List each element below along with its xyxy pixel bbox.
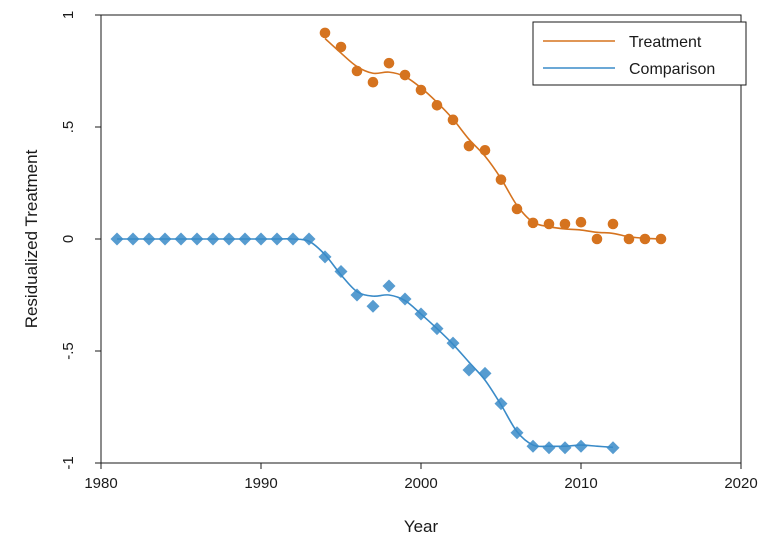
legend-box [532, 21, 747, 86]
comparison-point-2012 [606, 441, 620, 455]
x-tick-label-2020: 2020 [724, 475, 757, 492]
treatment-point-2000 [415, 84, 427, 96]
treatment-point-2008 [543, 218, 555, 230]
x-axis-label: Year [404, 517, 439, 536]
comparison-point-1983 [142, 232, 156, 246]
treatment-point-1995 [335, 41, 347, 53]
x-tick-label-1990: 1990 [244, 475, 277, 492]
treatment-point-1994 [319, 27, 331, 39]
comparison-point-1986 [190, 232, 204, 246]
comparison-point-1985 [174, 232, 188, 246]
treatment-point-2002 [447, 114, 459, 126]
treatment-point-1997 [367, 76, 379, 88]
comparison-point-2010 [574, 439, 588, 453]
comparison-point-1984 [158, 232, 172, 246]
comparison-point-2001 [430, 322, 444, 336]
y-tick-label--5: -.5 [60, 342, 77, 360]
y-axis: 1 .5 0 -.5 -1 [60, 11, 101, 470]
legend: Treatment Comparison [532, 21, 747, 86]
comparison-point-1988 [222, 232, 236, 246]
treatment-point-1998 [383, 57, 395, 69]
comparison-point-2008 [542, 441, 556, 455]
treatment-point-2014 [639, 233, 651, 245]
y-tick-label-0: 0 [60, 235, 77, 243]
treatment-point-2003 [463, 140, 475, 152]
treatment-point-2011 [591, 233, 603, 245]
treatment-point-2007 [527, 217, 539, 229]
treatment-point-2005 [495, 174, 507, 185]
comparison-point-2004 [478, 366, 492, 380]
comparison-point-1991 [270, 232, 284, 246]
comparison-point-2009 [558, 441, 572, 455]
comparison-point-1987 [206, 232, 220, 246]
y-tick-label--5: .5 [60, 121, 77, 134]
comparison-point-1994 [318, 250, 332, 264]
comparison-point-1993 [302, 232, 316, 246]
comparison-point-2000 [414, 307, 428, 321]
comparison-point-1998 [382, 279, 396, 293]
y-tick-label--1: -1 [60, 456, 77, 469]
series-comparison [110, 232, 620, 455]
treatment-point-2013 [623, 233, 635, 245]
treatment-point-2004 [479, 144, 491, 156]
legend-label-treatment: Treatment [629, 34, 702, 51]
x-tick-label-2000: 2000 [404, 475, 437, 492]
comparison-point-1990 [254, 232, 268, 246]
comparison-point-1995 [334, 264, 348, 278]
comparison-point-1992 [286, 232, 300, 246]
series-layer [110, 27, 667, 455]
comparison-point-1999 [398, 292, 412, 306]
x-axis: 1980 1990 2000 2010 2020 [84, 463, 758, 492]
comparison-point-1981 [110, 232, 124, 246]
treatment-point-2006 [511, 203, 523, 215]
comparison-point-1982 [126, 232, 140, 246]
treatment-point-2001 [431, 99, 443, 111]
x-tick-label-1980: 1980 [84, 475, 117, 492]
treatment-point-1999 [399, 69, 411, 81]
treatment-point-2009 [559, 218, 571, 230]
treatment-point-1996 [351, 65, 363, 77]
treatment-point-2015 [655, 233, 667, 245]
comparison-point-2006 [510, 426, 524, 440]
legend-label-comparison: Comparison [629, 61, 715, 78]
comparison-point-1997 [366, 299, 380, 313]
y-tick-label-1: 1 [60, 11, 77, 19]
x-tick-label-2010: 2010 [564, 475, 597, 492]
treatment-point-2010 [575, 216, 587, 228]
comparison-point-2007 [526, 439, 540, 453]
comparison-point-1996 [350, 288, 364, 302]
comparison-point-2002 [446, 336, 460, 350]
comparison-point-2005 [494, 397, 508, 411]
treatment-point-2012 [607, 218, 619, 230]
y-axis-label: Residualized Treatment [22, 149, 41, 328]
series-treatment [319, 27, 667, 245]
comparison-point-2003 [462, 363, 476, 377]
fit-line-treatment [324, 37, 662, 240]
comparison-point-1989 [238, 232, 252, 246]
